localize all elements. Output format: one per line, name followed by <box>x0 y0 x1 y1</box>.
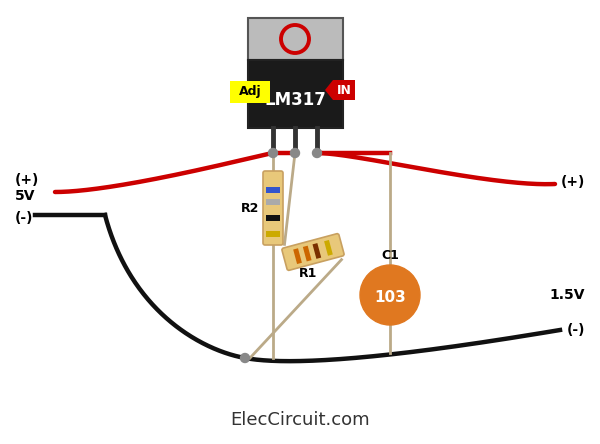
FancyBboxPatch shape <box>248 18 343 60</box>
Text: 5V: 5V <box>15 189 35 203</box>
Circle shape <box>269 148 277 158</box>
Text: Adj: Adj <box>239 86 262 99</box>
Text: LM317: LM317 <box>264 91 326 109</box>
Bar <box>293 248 302 264</box>
Bar <box>313 243 321 259</box>
Bar <box>266 199 280 205</box>
Text: ElecCircuit.com: ElecCircuit.com <box>230 411 370 429</box>
FancyBboxPatch shape <box>263 171 283 245</box>
Text: C1: C1 <box>381 249 399 262</box>
Circle shape <box>290 148 299 158</box>
Text: (-): (-) <box>566 323 585 337</box>
Text: (-): (-) <box>15 211 34 225</box>
Text: (+): (+) <box>560 175 585 189</box>
Text: R1: R1 <box>299 267 317 280</box>
Text: 103: 103 <box>374 289 406 305</box>
Bar <box>303 246 311 262</box>
FancyBboxPatch shape <box>282 234 344 270</box>
FancyBboxPatch shape <box>230 81 270 103</box>
Bar <box>266 187 280 193</box>
Circle shape <box>360 265 420 325</box>
Text: 1.5V: 1.5V <box>550 288 585 302</box>
Bar <box>324 240 333 256</box>
FancyBboxPatch shape <box>248 60 343 128</box>
Text: IN: IN <box>337 83 352 96</box>
Bar <box>266 231 280 237</box>
Bar <box>266 215 280 221</box>
Polygon shape <box>325 80 355 100</box>
Circle shape <box>241 353 250 362</box>
Text: R2: R2 <box>241 202 259 214</box>
Circle shape <box>313 148 322 158</box>
Text: (+): (+) <box>15 173 40 187</box>
Circle shape <box>281 25 309 53</box>
